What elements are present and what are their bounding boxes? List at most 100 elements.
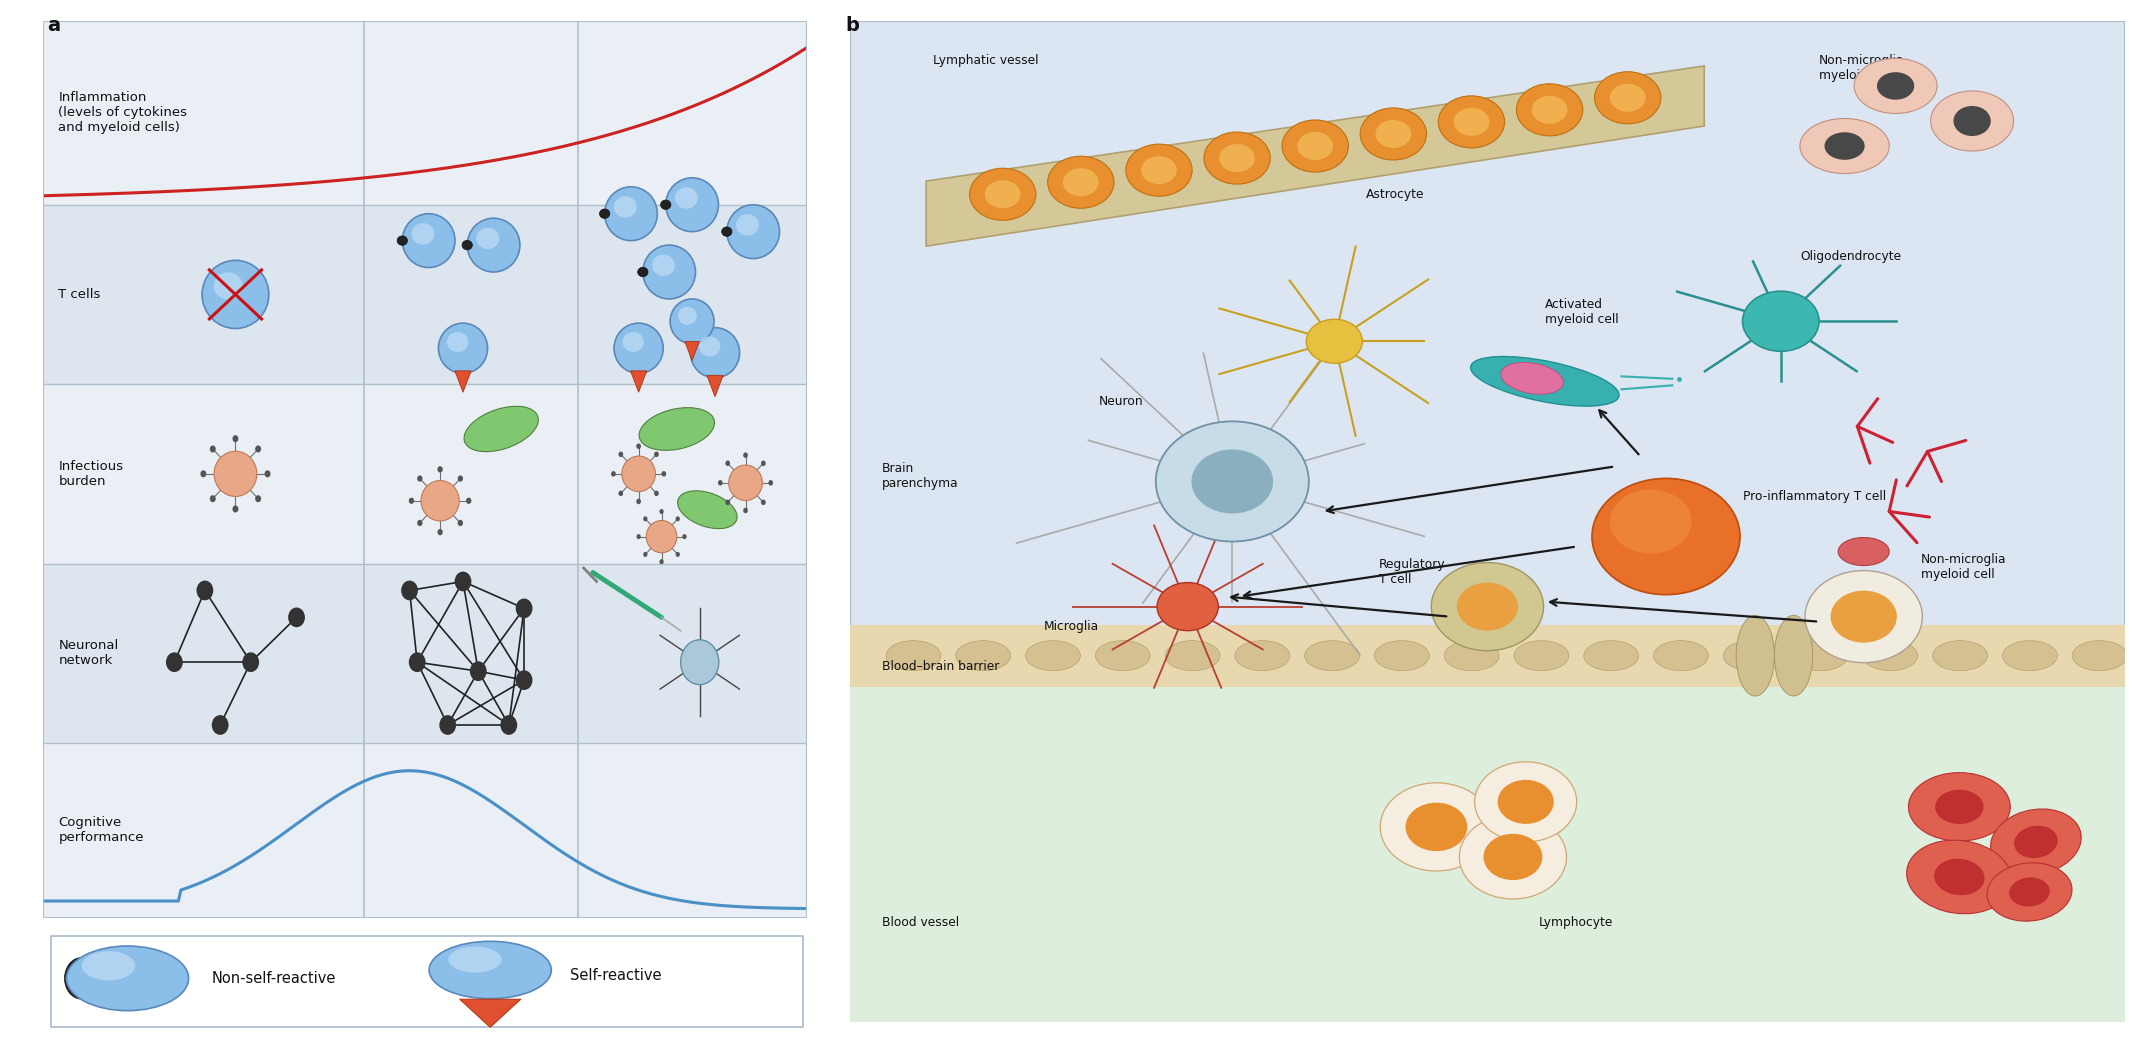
Text: Infectious
burden: Infectious burden bbox=[58, 460, 123, 488]
FancyBboxPatch shape bbox=[43, 204, 807, 384]
Circle shape bbox=[469, 661, 486, 681]
FancyBboxPatch shape bbox=[52, 936, 802, 1027]
Circle shape bbox=[1742, 291, 1820, 351]
Ellipse shape bbox=[1095, 640, 1151, 671]
Ellipse shape bbox=[2071, 640, 2127, 671]
Ellipse shape bbox=[2009, 877, 2050, 906]
Ellipse shape bbox=[1166, 640, 1220, 671]
Circle shape bbox=[288, 607, 305, 627]
Text: Neuronal
network: Neuronal network bbox=[58, 639, 118, 668]
Circle shape bbox=[654, 452, 658, 457]
Ellipse shape bbox=[1736, 615, 1775, 696]
Text: Regulatory
T cell: Regulatory T cell bbox=[1379, 558, 1445, 585]
Circle shape bbox=[437, 466, 443, 472]
Ellipse shape bbox=[675, 188, 697, 209]
Circle shape bbox=[200, 470, 206, 478]
Circle shape bbox=[211, 495, 215, 503]
Circle shape bbox=[643, 516, 647, 522]
FancyBboxPatch shape bbox=[43, 384, 807, 563]
Ellipse shape bbox=[475, 227, 499, 249]
Circle shape bbox=[454, 572, 471, 591]
Circle shape bbox=[1142, 156, 1177, 185]
Ellipse shape bbox=[411, 223, 435, 245]
Ellipse shape bbox=[886, 640, 940, 671]
Ellipse shape bbox=[1878, 72, 1914, 100]
Circle shape bbox=[1497, 780, 1553, 824]
Ellipse shape bbox=[727, 204, 779, 259]
Circle shape bbox=[243, 652, 258, 672]
Circle shape bbox=[660, 509, 665, 514]
Circle shape bbox=[1157, 583, 1217, 631]
Text: Activated
myeloid cell: Activated myeloid cell bbox=[1544, 298, 1618, 326]
Ellipse shape bbox=[402, 214, 456, 267]
Ellipse shape bbox=[652, 254, 675, 276]
Ellipse shape bbox=[613, 323, 663, 373]
Circle shape bbox=[1516, 83, 1583, 136]
Circle shape bbox=[458, 476, 462, 482]
Ellipse shape bbox=[215, 452, 256, 496]
Circle shape bbox=[1125, 144, 1192, 196]
Circle shape bbox=[501, 715, 516, 735]
Circle shape bbox=[265, 470, 271, 478]
Circle shape bbox=[682, 534, 686, 539]
Circle shape bbox=[256, 495, 260, 503]
Circle shape bbox=[1297, 132, 1334, 160]
Circle shape bbox=[256, 445, 260, 453]
Ellipse shape bbox=[2013, 826, 2059, 858]
Circle shape bbox=[437, 529, 443, 535]
Circle shape bbox=[1063, 168, 1099, 196]
Ellipse shape bbox=[1800, 119, 1889, 173]
Circle shape bbox=[1484, 833, 1542, 880]
Ellipse shape bbox=[1934, 640, 1988, 671]
Polygon shape bbox=[454, 371, 471, 392]
Circle shape bbox=[211, 445, 215, 453]
Ellipse shape bbox=[398, 236, 407, 245]
Ellipse shape bbox=[622, 332, 643, 353]
FancyBboxPatch shape bbox=[43, 743, 807, 918]
Ellipse shape bbox=[1906, 841, 2011, 914]
Circle shape bbox=[761, 500, 766, 505]
Ellipse shape bbox=[1723, 640, 1779, 671]
Text: Brain
parenchyma: Brain parenchyma bbox=[882, 462, 957, 490]
Circle shape bbox=[516, 671, 533, 690]
Ellipse shape bbox=[1936, 790, 1983, 824]
Circle shape bbox=[1205, 132, 1271, 185]
Ellipse shape bbox=[660, 200, 671, 210]
Ellipse shape bbox=[467, 218, 521, 272]
Polygon shape bbox=[708, 375, 723, 396]
Circle shape bbox=[1381, 783, 1493, 871]
Circle shape bbox=[768, 480, 772, 486]
Ellipse shape bbox=[1988, 863, 2071, 921]
Circle shape bbox=[1430, 562, 1544, 651]
Ellipse shape bbox=[1953, 106, 1992, 136]
Ellipse shape bbox=[637, 267, 647, 276]
Circle shape bbox=[1594, 72, 1661, 124]
Circle shape bbox=[985, 180, 1020, 209]
Text: Neuron: Neuron bbox=[1099, 395, 1142, 408]
Ellipse shape bbox=[447, 332, 469, 353]
Circle shape bbox=[1592, 479, 1740, 595]
Ellipse shape bbox=[1932, 91, 2013, 151]
Circle shape bbox=[409, 498, 415, 504]
Circle shape bbox=[675, 552, 680, 557]
Ellipse shape bbox=[2003, 640, 2056, 671]
Circle shape bbox=[1374, 120, 1411, 148]
Text: Non-microglia
myeloid cell: Non-microglia myeloid cell bbox=[1921, 553, 2007, 581]
Circle shape bbox=[1532, 96, 1568, 124]
Circle shape bbox=[417, 476, 422, 482]
Circle shape bbox=[637, 443, 641, 448]
Ellipse shape bbox=[1235, 640, 1291, 671]
Circle shape bbox=[516, 599, 533, 618]
Circle shape bbox=[1609, 489, 1691, 554]
Ellipse shape bbox=[622, 456, 656, 491]
Circle shape bbox=[637, 499, 641, 504]
Circle shape bbox=[637, 534, 641, 539]
Text: Lymphocyte: Lymphocyte bbox=[1538, 916, 1613, 928]
Circle shape bbox=[1805, 571, 1923, 662]
Ellipse shape bbox=[678, 491, 738, 529]
Circle shape bbox=[1220, 144, 1254, 172]
Ellipse shape bbox=[645, 520, 678, 553]
Circle shape bbox=[1155, 421, 1308, 541]
Ellipse shape bbox=[82, 951, 136, 980]
Ellipse shape bbox=[1824, 132, 1865, 160]
